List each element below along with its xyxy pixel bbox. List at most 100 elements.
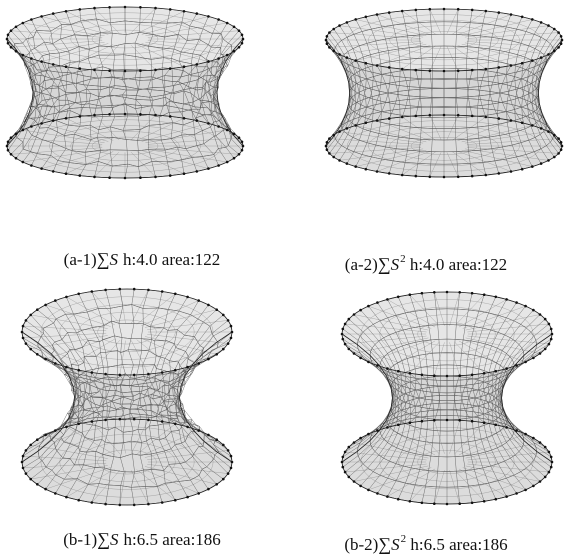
mesh-edge [82, 347, 97, 357]
mesh-edge [69, 418, 79, 431]
boundary-point [139, 6, 142, 9]
cap-grid-spoke [130, 7, 156, 33]
boundary-point [65, 495, 68, 499]
mesh-edge [433, 376, 441, 388]
cap-grid-spoke [368, 467, 432, 491]
boundary-point [352, 480, 356, 483]
boundary-point [64, 10, 68, 13]
mesh-edge [533, 338, 552, 354]
boundary-point [90, 290, 94, 293]
cap-grid-spoke [409, 341, 440, 374]
height-text: h:4.0 [409, 255, 445, 274]
cap-grid-spoke [41, 150, 109, 169]
mesh-edge [459, 376, 467, 388]
mesh-edge [114, 419, 126, 433]
boundary-point [324, 144, 328, 148]
mesh-edge [368, 305, 388, 322]
mesh-edge [370, 81, 380, 92]
boundary-point [553, 27, 556, 31]
mesh-edge [163, 382, 169, 396]
boundary-point [484, 115, 488, 119]
boundary-point [118, 417, 122, 421]
cap-grid-spoke [329, 32, 422, 39]
mesh-edge [404, 383, 410, 395]
silhouette-left [6, 38, 34, 147]
mesh-edge [532, 84, 537, 98]
cap-grid-spoke [449, 342, 460, 376]
mesh-edge [495, 376, 499, 391]
boundary-point [195, 119, 199, 122]
mesh-edge [363, 331, 379, 345]
mesh-edge [518, 331, 531, 349]
boundary-point [44, 357, 47, 361]
cap-grid-spoke [465, 314, 541, 331]
mesh-edge [496, 398, 504, 411]
boundary-point [428, 69, 432, 73]
boundary-point [470, 501, 474, 505]
cap-grid-spoke [41, 16, 109, 35]
cap-grid-spoke [467, 463, 549, 473]
boundary-point [14, 25, 18, 29]
cap-grid-spoke [136, 423, 176, 455]
cap-grid-bottom [342, 420, 552, 504]
cap-grid-spoke [452, 10, 486, 35]
mesh-edge [438, 395, 448, 404]
boundary-point [186, 365, 189, 369]
mesh-edge [466, 407, 474, 419]
boundary-point [547, 159, 550, 162]
mesh-edge [148, 364, 155, 379]
boundary-point [225, 160, 229, 164]
boundary-point [182, 10, 186, 13]
boundary-point [420, 291, 424, 295]
mesh-edge [74, 405, 83, 414]
mesh-edge [433, 419, 441, 432]
cap-grid-spoke [141, 16, 209, 35]
mesh-edge [425, 309, 438, 326]
cap-grid-spoke [147, 30, 239, 38]
mesh-edge [397, 423, 406, 436]
boundary-point [186, 295, 189, 299]
mesh-edge [480, 343, 487, 359]
boundary-point [36, 483, 39, 486]
cap-grid-spoke [94, 114, 120, 140]
boundary-point [197, 429, 200, 432]
boundary-point [414, 114, 418, 118]
mesh-edge [522, 83, 532, 97]
boundary-point [9, 136, 13, 139]
cap-grid-spoke [353, 442, 429, 459]
boundary-point [343, 322, 347, 326]
boundary-point [108, 6, 111, 9]
boundary-point [400, 115, 404, 119]
boundary-point [559, 141, 563, 144]
boundary-point [387, 117, 391, 120]
mesh-edge [359, 433, 373, 443]
mesh-edge [446, 292, 458, 310]
mesh-edge [428, 403, 438, 412]
mesh-edge [484, 329, 492, 347]
boundary-point [547, 24, 550, 27]
mesh-edge [135, 364, 144, 379]
mesh-edge [365, 109, 374, 121]
cap-grid-spoke [466, 147, 559, 154]
cap-grid-spoke [452, 116, 486, 141]
mesh-edge [395, 415, 406, 423]
mesh-edge [453, 376, 461, 388]
silhouette-left [325, 39, 351, 147]
boundary-point [494, 369, 498, 373]
mesh-edge [454, 395, 464, 405]
boundary-point [376, 492, 379, 495]
cap-grid-spoke [457, 44, 512, 66]
cap-grid-spoke [66, 296, 115, 326]
mesh-edge [535, 328, 552, 345]
mesh-edge [129, 364, 136, 379]
mesh-edge [455, 117, 468, 129]
caption-a2: (a-2)∑S2 h:4.0 area:122 [284, 249, 568, 275]
boundary-point [325, 35, 329, 38]
boundary-point [29, 443, 32, 447]
boundary-point [108, 69, 111, 72]
mesh-edge [496, 365, 501, 380]
mesh-edge [376, 14, 394, 28]
mesh-edge [337, 134, 348, 146]
mesh-edge [142, 364, 149, 379]
mesh-edge [335, 131, 345, 143]
